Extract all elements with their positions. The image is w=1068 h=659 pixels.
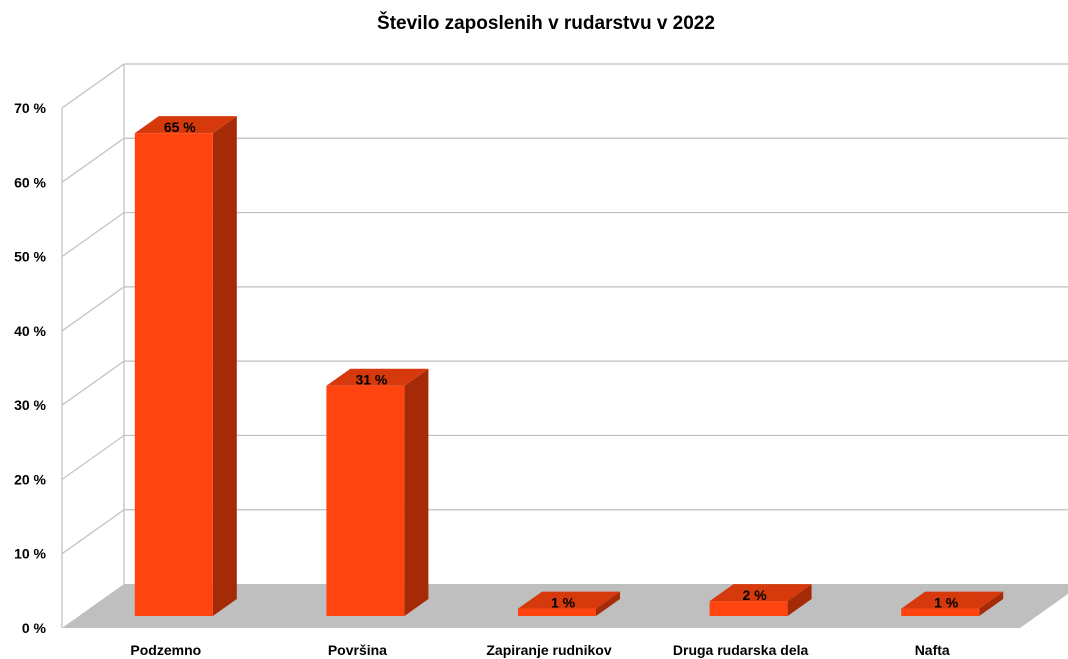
- data-label-1: 31 %: [355, 372, 387, 388]
- bar-2: [518, 591, 620, 616]
- data-label-3: 2 %: [743, 587, 768, 603]
- data-labels: 65 % 31 % 1 % 2 % 1 %: [164, 119, 959, 610]
- bar-1: [326, 368, 429, 616]
- data-label-4: 1 %: [934, 595, 959, 611]
- gridline-side-4: [61, 286, 125, 332]
- bar-top-4: [901, 591, 1004, 609]
- bar-top-2: [518, 591, 620, 609]
- y-tick-label: 0 %: [22, 620, 47, 636]
- bar-0: [134, 116, 237, 617]
- gridline-side-2: [61, 434, 125, 480]
- bar-side-4: [979, 591, 1004, 616]
- bar-front-3: [709, 601, 788, 616]
- gridline-side-6: [61, 137, 125, 183]
- bar-front-1: [326, 385, 405, 616]
- y-tick-label: 20 %: [14, 471, 46, 487]
- bar-top-1: [326, 368, 429, 386]
- y-tick-label: 10 %: [14, 546, 46, 562]
- x-axis: Podzemno Površina Zapiranje rudnikov Druga …: [130, 642, 950, 658]
- gridlines: [61, 63, 1068, 555]
- x-category-label-0: Podzemno: [130, 642, 201, 658]
- bar-front-2: [518, 608, 596, 616]
- y-tick-label: 30 %: [14, 397, 46, 413]
- y-tick-label: 70 %: [14, 100, 46, 116]
- bar-side-2: [596, 591, 620, 616]
- gridline-side-3: [61, 360, 125, 406]
- gridline-side-5: [61, 212, 125, 258]
- bar-side-3: [787, 584, 812, 616]
- y-tick-label: 60 %: [14, 174, 46, 190]
- bar-4: [901, 591, 1004, 616]
- chart-title: Število zaposlenih v rudarstvu v 2022: [377, 12, 715, 34]
- y-tick-label: 40 %: [14, 323, 46, 339]
- bar-top-3: [709, 584, 812, 602]
- bar-side-1: [404, 368, 429, 616]
- gridline-side-7: [61, 63, 125, 109]
- x-category-label-1: Površina: [328, 642, 387, 658]
- bars: [134, 116, 1004, 617]
- gridline-side-1: [61, 509, 125, 555]
- bar-3: [709, 584, 812, 616]
- x-category-label-3: Druga rudarska dela: [673, 642, 809, 658]
- y-axis: 0 % 10 % 20 % 30 % 40 % 50 % 60 % 70 %: [14, 100, 46, 636]
- x-category-label-4: Nafta: [915, 642, 950, 658]
- chart-walls: [61, 64, 125, 628]
- data-label-0: 65 %: [164, 119, 196, 135]
- bar-top-0: [134, 116, 237, 134]
- data-label-2: 1 %: [551, 595, 576, 611]
- bar-front-0: [134, 133, 213, 616]
- x-category-label-2: Zapiranje rudnikov: [486, 642, 611, 658]
- bar-side-0: [212, 116, 237, 617]
- y-tick-label: 50 %: [14, 249, 46, 265]
- bar-front-4: [901, 608, 980, 616]
